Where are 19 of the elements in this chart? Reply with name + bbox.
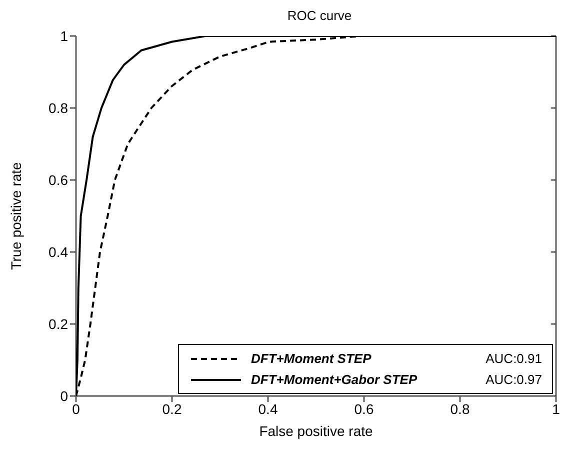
annotation: AUC:0.97 [486, 372, 542, 387]
y-axis-title: True positive rate [8, 162, 24, 270]
y-tick-label: 1 [60, 28, 68, 44]
x-tick-label: 0.6 [354, 400, 374, 417]
x-axis-title: False positive rate [259, 423, 374, 439]
x-tick-label: 0.2 [162, 400, 182, 417]
x-tick-label: 0 [72, 400, 80, 417]
chart-title: ROC curve [287, 8, 352, 23]
legend-label: DFT+Moment STEP [251, 351, 372, 366]
y-tick-label: 0.6 [48, 172, 68, 188]
annotation: AUC:0.91 [486, 351, 542, 366]
legend-label: DFT+Moment+Gabor STEP [251, 372, 418, 387]
y-tick-label: 0.2 [48, 316, 68, 332]
x-tick-label: 1 [552, 400, 560, 417]
y-tick-label: 0.8 [48, 100, 68, 116]
y-tick-label: 0 [60, 388, 68, 404]
x-tick-label: 0.8 [450, 400, 470, 417]
x-tick-label: 0.4 [258, 400, 278, 417]
y-tick-label: 0.4 [48, 244, 68, 260]
